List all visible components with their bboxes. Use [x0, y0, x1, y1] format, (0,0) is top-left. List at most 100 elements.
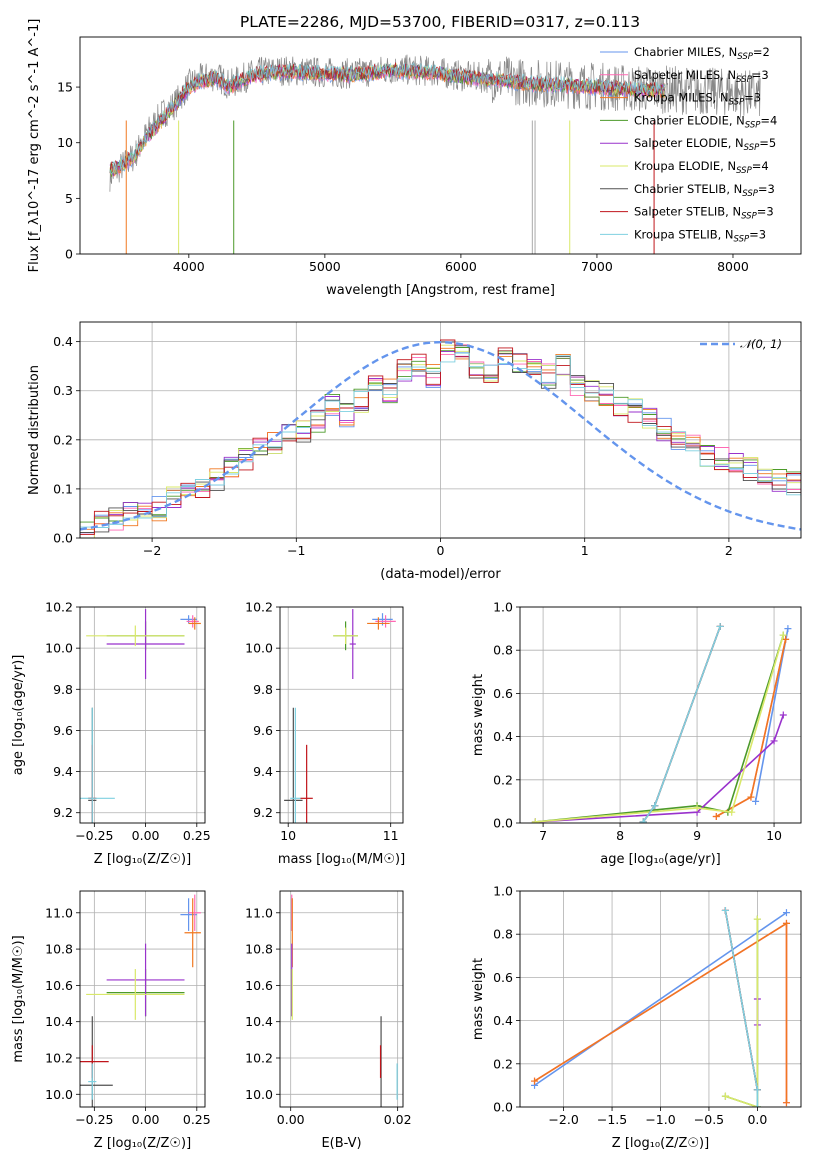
- y-tick-label: 0.8: [493, 927, 513, 942]
- x-tick-label: 0.00: [277, 1112, 305, 1127]
- legend-subscript: SSP: [745, 120, 761, 130]
- x-axis-label: age [log₁₀(age/yr)]: [600, 852, 721, 867]
- legend-entry: Chabrier ELODIE, NSSP=4: [634, 113, 777, 130]
- y-tick-label: 9.8: [53, 682, 73, 697]
- x-axis-label: (data-model)/error: [380, 567, 501, 582]
- y-tick-label: 0.4: [53, 334, 73, 349]
- x-tick-label: 11: [383, 828, 399, 843]
- legend-subscript: SSP: [744, 143, 760, 153]
- y-tick-label: 0.8: [493, 643, 513, 658]
- legend-entry: Chabrier MILES, NSSP=2: [634, 45, 770, 62]
- weight-line-kroupa_miles: [715, 639, 787, 818]
- weight-marker-kroupa_miles: [747, 793, 755, 801]
- y-tick-label: 10.6: [245, 978, 273, 993]
- weight-line-kroupa_elodie: [725, 919, 759, 1107]
- x-tick-label: 0.00: [132, 828, 160, 843]
- x-tick-label: −0.25: [75, 1112, 113, 1127]
- x-tick-label: 10: [280, 828, 296, 843]
- weight-marker-kroupa_miles: [782, 919, 790, 927]
- axes-frame: [519, 890, 802, 1108]
- legend-entry: Chabrier STELIB, NSSP=3: [634, 182, 775, 199]
- panel-residual-histogram: −2 −1 0 1 2 0.0 0.1 0.2 0.3 0.4 (data-model)/error…: [27, 321, 802, 582]
- weight-line-kroupa_stelib: [642, 626, 721, 823]
- weight-marker-kroupa_elodie: [779, 631, 787, 639]
- weight-marker-kroupa_elodie: [753, 915, 761, 923]
- y-tick-label: 1.0: [493, 884, 513, 899]
- x-tick-label: 0.02: [384, 1112, 412, 1127]
- y-tick-label: 0.2: [493, 772, 513, 787]
- weight-marker-kroupa_stelib: [721, 906, 729, 914]
- x-tick-label: 4000: [173, 259, 205, 274]
- y-tick-label: 10.4: [45, 1014, 73, 1029]
- x-axis-label: E(B-V): [321, 1136, 361, 1151]
- weight-marker-salpeter_elodie: [770, 737, 778, 745]
- legend-count: =3: [752, 68, 769, 82]
- y-tick-label: 10.8: [245, 942, 273, 957]
- weight-marker-kroupa_miles: [531, 1077, 539, 1085]
- weight-line-kroupa_elodie: [535, 634, 785, 823]
- y-tick-label: 10.2: [245, 1050, 273, 1065]
- legend-count: =3: [744, 91, 761, 105]
- legend-subscript: SSP: [736, 75, 752, 85]
- legend-subscript: SSP: [742, 189, 758, 199]
- weight-marker-kroupa_miles: [782, 1099, 790, 1107]
- weight-line-chabrier_miles: [754, 628, 789, 802]
- y-tick-label: 0.1: [53, 481, 73, 496]
- x-tick-label: 9: [693, 828, 701, 843]
- x-axis-label: Z [log₁₀(Z/Z☉)]: [94, 852, 191, 867]
- y-tick-label: 11.0: [45, 905, 73, 920]
- legend-label: Kroupa ELODIE, N: [634, 159, 736, 173]
- y-tick-label: 0.3: [53, 383, 73, 398]
- plot-area: [80, 339, 801, 538]
- legend-count: =3: [757, 205, 774, 219]
- legend-subscript: SSP: [736, 166, 752, 176]
- x-tick-label: 0.0: [747, 1112, 767, 1127]
- gaussian-curve: [80, 340, 801, 531]
- y-axis-label: age [log₁₀(age/yr)]: [11, 655, 26, 776]
- y-tick-label: 5: [65, 191, 73, 206]
- axes-frame: [79, 890, 206, 1108]
- y-tick-label: 0: [65, 247, 73, 262]
- panel-age-vs-mass-weight: 7 8 9 10 0.0 0.2 0.4 0.6 0.8 1.0 age [log₁₀(age/yr…: [471, 600, 802, 867]
- panel-Z-vs-mass: −0.25 0.00 0.25 10.0 10.2 10.4 10.6 10.8 11.0 Z […: [11, 890, 211, 1151]
- legend-entry: Salpeter STELIB, NSSP=3: [634, 205, 774, 222]
- plot-area: [109, 54, 761, 254]
- x-tick-label: 8000: [717, 259, 749, 274]
- y-tick-label: 9.2: [53, 805, 73, 820]
- y-tick-label: 10.2: [45, 600, 73, 615]
- y-tick-label: 9.2: [253, 805, 273, 820]
- plot-area: [284, 609, 396, 823]
- legend-subscript: SSP: [737, 52, 753, 62]
- x-tick-label: −2: [143, 543, 161, 558]
- x-axis-label: wavelength [Angstrom, rest frame]: [326, 283, 555, 298]
- weight-line-chabrier_miles: [534, 911, 787, 1087]
- weight-marker-kroupa_stelib: [639, 818, 647, 823]
- x-tick-label: −1.5: [597, 1112, 627, 1127]
- legend-count: =4: [752, 159, 769, 173]
- legend-entry: Salpeter MILES, NSSP=3: [634, 68, 769, 85]
- y-axis-label: mass weight: [471, 958, 486, 1040]
- y-tick-label: 9.4: [53, 764, 73, 779]
- y-tick-label: 1.0: [493, 600, 513, 615]
- x-tick-label: 0.00: [132, 1112, 160, 1127]
- panel-mass-vs-age: 10 11 9.2 9.4 9.6 9.8 10.0 10.2 mass [log₁₀(M/M☉…: [245, 600, 405, 868]
- y-tick-label: 10: [57, 135, 73, 150]
- legend-label: Chabrier STELIB, N: [634, 182, 742, 196]
- plot-area: [531, 622, 792, 823]
- y-tick-label: 10.0: [45, 641, 73, 656]
- x-tick-label: −1.0: [645, 1112, 675, 1127]
- axes-frame: [79, 606, 206, 824]
- y-tick-label: 10.4: [245, 1014, 273, 1029]
- y-tick-label: 11.0: [245, 905, 273, 920]
- weight-marker-kroupa_elodie: [728, 808, 736, 816]
- legend-label: Salpeter ELODIE, N: [634, 136, 744, 150]
- weight-marker-kroupa_elodie: [531, 818, 539, 823]
- weight-marker-kroupa_stelib: [651, 802, 659, 810]
- plot-area: [80, 894, 201, 1107]
- weight-marker-chabrier_miles: [784, 625, 792, 633]
- y-tick-label: 0.6: [493, 686, 513, 701]
- y-tick-label: 0.0: [493, 1100, 513, 1115]
- axes-frame: [279, 606, 404, 824]
- weight-line-salpeter_miles: [715, 639, 787, 818]
- y-tick-label: 0.2: [493, 1056, 513, 1071]
